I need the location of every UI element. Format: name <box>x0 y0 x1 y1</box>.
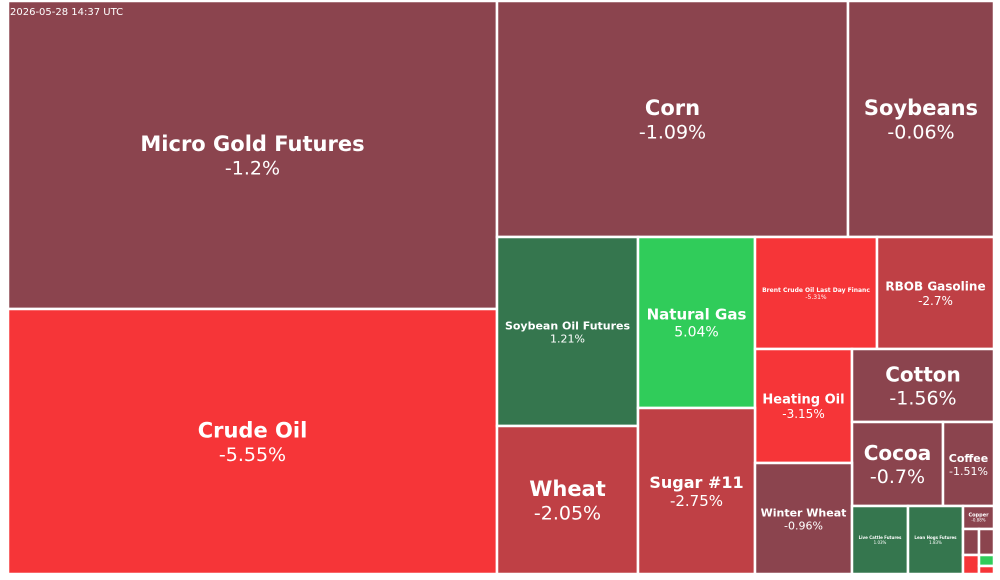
tile-change-live-cattle-futures: 1.03% <box>874 540 887 545</box>
tile-small-tile-22[interactable] <box>977 564 996 576</box>
tile-copper[interactable]: Copper-0.88% <box>961 504 996 531</box>
tile-label-crude-oil: Crude Oil <box>198 419 308 443</box>
timestamp: 2026-05-28 14:37 UTC <box>10 7 123 18</box>
tile-label-micro-gold-futures: Micro Gold Futures <box>140 132 364 156</box>
tile-label-cotton: Cotton <box>885 363 961 387</box>
tile-rect-crude-oil[interactable] <box>6 307 499 576</box>
tile-small-tile-21[interactable] <box>977 553 996 568</box>
tile-change-corn: -1.09% <box>639 121 706 143</box>
tile-winter-wheat[interactable]: Winter Wheat-0.96% <box>753 461 854 576</box>
tile-change-wheat: -2.05% <box>534 502 601 524</box>
tile-rect-micro-gold-futures[interactable] <box>6 0 499 311</box>
tile-rect-small-tile-19[interactable] <box>977 527 996 557</box>
tile-rect-natural-gas[interactable] <box>636 235 757 410</box>
tile-label-corn: Corn <box>645 96 700 120</box>
tile-label-heating-oil: Heating Oil <box>762 393 844 408</box>
tile-change-lean-hogs-futures: 1.83% <box>929 540 942 545</box>
tile-rect-rbob-gasoline[interactable] <box>875 235 996 351</box>
tile-cotton[interactable]: Cotton-1.56% <box>850 347 996 424</box>
tile-change-natural-gas: 5.04% <box>674 325 718 341</box>
tile-change-cotton: -1.56% <box>889 388 956 410</box>
tile-label-winter-wheat: Winter Wheat <box>761 506 847 519</box>
tile-rect-cotton[interactable] <box>850 347 996 424</box>
tile-micro-gold-futures[interactable]: Micro Gold Futures-1.2% <box>6 0 499 311</box>
tile-change-coffee: -1.51% <box>949 465 988 478</box>
tile-label-cocoa: Cocoa <box>864 441 932 465</box>
tile-rect-soybeans[interactable] <box>846 0 996 239</box>
tile-rect-live-cattle-futures[interactable] <box>850 504 910 576</box>
tile-change-soybeans: -0.06% <box>887 121 954 143</box>
tile-cocoa[interactable]: Cocoa-0.7% <box>850 420 945 508</box>
tile-crude-oil[interactable]: Crude Oil-5.55% <box>6 307 499 576</box>
tile-change-rbob-gasoline: -2.7% <box>918 294 953 308</box>
tile-soybeans[interactable]: Soybeans-0.06% <box>846 0 996 239</box>
tile-label-wheat: Wheat <box>529 477 606 501</box>
tile-rect-sugar-11[interactable] <box>636 406 757 576</box>
tile-sugar-11[interactable]: Sugar #11-2.75% <box>636 406 757 576</box>
tile-change-heating-oil: -3.15% <box>782 407 824 421</box>
tile-label-soybean-oil-futures: Soybean Oil Futures <box>505 319 631 332</box>
tile-change-crude-oil: -5.55% <box>219 444 286 466</box>
tile-change-cocoa: -0.7% <box>870 466 925 488</box>
tile-rect-small-tile-21[interactable] <box>977 553 996 568</box>
tile-heating-oil[interactable]: Heating Oil-3.15% <box>753 347 854 465</box>
tile-rect-small-tile-18[interactable] <box>961 527 981 557</box>
tile-rect-small-tile-20[interactable] <box>961 553 981 576</box>
tile-change-micro-gold-futures: -1.2% <box>225 157 280 179</box>
tile-coffee[interactable]: Coffee-1.51% <box>941 420 996 508</box>
tile-change-brent-crude-oil-last-day-financ: -5.31% <box>805 294 827 301</box>
tile-change-copper: -0.88% <box>971 518 985 523</box>
tile-brent-crude-oil-last-day-financ[interactable]: Brent Crude Oil Last Day Financ-5.31% <box>753 235 879 351</box>
tile-label-brent-crude-oil-last-day-financ: Brent Crude Oil Last Day Financ <box>762 287 870 294</box>
tile-corn[interactable]: Corn-1.09% <box>495 0 850 239</box>
tile-change-winter-wheat: -0.96% <box>784 520 823 533</box>
tile-label-lean-hogs-futures: Lean Hogs Futures <box>914 535 957 540</box>
tile-rect-coffee[interactable] <box>941 420 996 508</box>
tile-rbob-gasoline[interactable]: RBOB Gasoline-2.7% <box>875 235 996 351</box>
tile-change-sugar-11: -2.75% <box>670 492 723 510</box>
tile-small-tile-19[interactable] <box>977 527 996 557</box>
tile-small-tile-20[interactable] <box>961 553 981 576</box>
tile-label-copper: Copper <box>968 513 989 519</box>
tile-label-live-cattle-futures: Live Cattle Futures <box>859 535 902 540</box>
tile-rect-corn[interactable] <box>495 0 850 239</box>
tile-rect-small-tile-22[interactable] <box>977 564 996 576</box>
tile-label-sugar-11: Sugar #11 <box>649 473 743 492</box>
tile-label-rbob-gasoline: RBOB Gasoline <box>885 280 985 294</box>
tile-change-soybean-oil-futures: 1.21% <box>550 333 585 346</box>
tile-small-tile-18[interactable] <box>961 527 981 557</box>
tile-label-coffee: Coffee <box>949 452 988 465</box>
tile-label-soybeans: Soybeans <box>864 96 978 120</box>
tile-label-natural-gas: Natural Gas <box>647 306 747 324</box>
tiles-layer: Micro Gold Futures-1.2%Crude Oil-5.55%Co… <box>6 0 996 576</box>
tile-wheat[interactable]: Wheat-2.05% <box>495 424 640 576</box>
